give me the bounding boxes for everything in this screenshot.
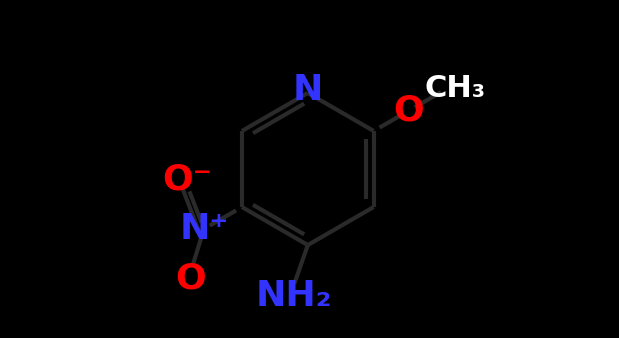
Text: O⁻: O⁻ <box>162 163 212 197</box>
Text: N: N <box>293 73 323 106</box>
Text: NH₂: NH₂ <box>256 279 332 313</box>
Text: O: O <box>394 94 424 128</box>
Text: O: O <box>175 261 206 295</box>
Text: N⁺: N⁺ <box>180 212 228 246</box>
Text: CH₃: CH₃ <box>425 74 486 103</box>
